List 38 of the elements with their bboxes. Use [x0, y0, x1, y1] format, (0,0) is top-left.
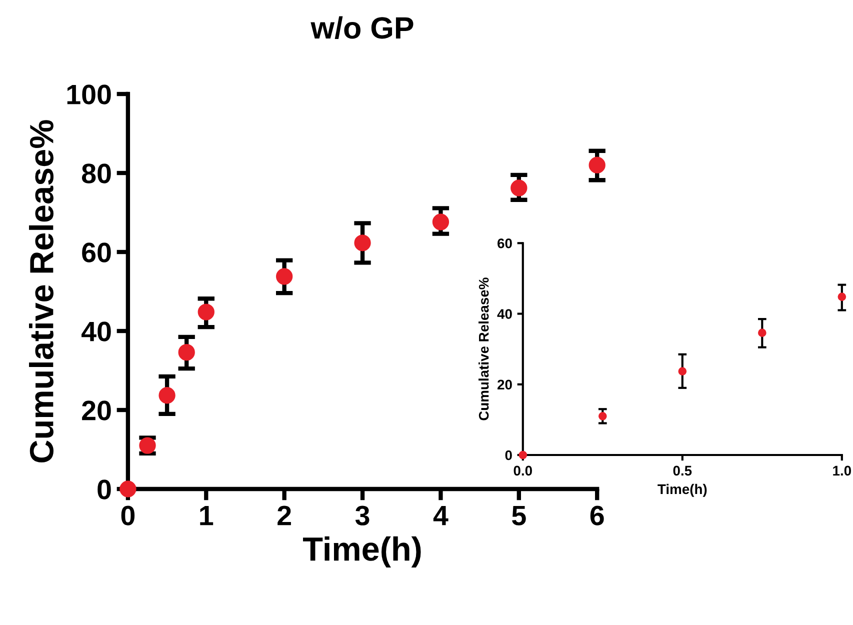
y-axis-title: Cumulative Release%: [29, 120, 54, 462]
point: [198, 304, 214, 320]
point: [178, 344, 195, 361]
y-tick-label: 100: [67, 84, 111, 104]
point: [838, 292, 846, 301]
y-tick-label: 60: [82, 242, 111, 262]
x-tick-label: 3: [355, 506, 370, 526]
y-tick-label: 40: [82, 322, 111, 342]
x-tick-label: 0.5: [673, 466, 692, 476]
y-tick-label: 80: [82, 164, 111, 184]
x-axis-title: Time(h): [303, 536, 421, 568]
x-tick-label: 4: [433, 506, 448, 526]
x-tick-label: 0.0: [514, 466, 532, 476]
y-tick-label: 20: [82, 400, 111, 420]
point: [510, 180, 528, 196]
x-tick-label: 2: [278, 506, 291, 526]
point: [678, 367, 687, 376]
x-tick-label: 1: [200, 506, 214, 526]
x-tick-label: 0: [121, 506, 135, 526]
point: [588, 156, 606, 174]
point: [354, 234, 371, 252]
point: [276, 268, 293, 285]
point: [598, 412, 607, 420]
x-tick-label: 6: [590, 506, 604, 526]
chart-title: w/o GP: [310, 16, 414, 40]
y-tick-label: 0: [505, 450, 512, 460]
point: [120, 480, 136, 498]
y-tick-label: 20: [498, 380, 512, 390]
point: [432, 214, 450, 230]
x-tick-label: 1.0: [833, 466, 851, 476]
y-tick-label: 0: [98, 480, 111, 500]
x-tick-label: 5: [512, 506, 526, 526]
y-axis-title: Cumulative Release%: [478, 278, 489, 420]
x-axis-title: Time(h): [658, 484, 707, 497]
point: [158, 387, 176, 404]
point: [758, 328, 766, 337]
y-tick-label: 60: [498, 238, 512, 248]
y-tick-label: 40: [497, 309, 512, 319]
